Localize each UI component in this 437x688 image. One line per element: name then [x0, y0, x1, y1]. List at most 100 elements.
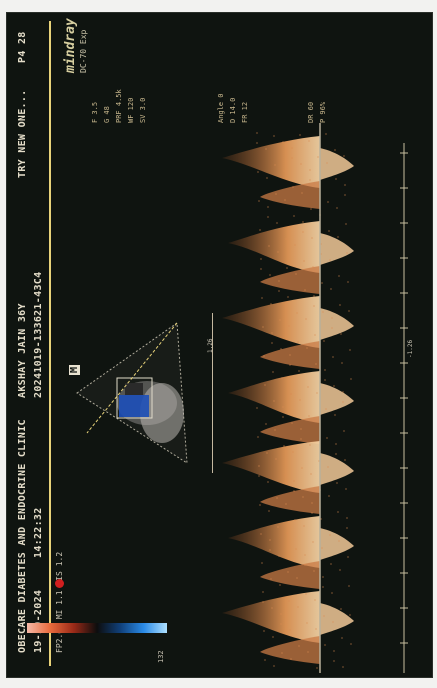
- doppler-secondary-lobe: [260, 266, 320, 294]
- ultrasound-screen: OBECARE DIABETES AND ENDOCRINE CLINIC AK…: [6, 12, 433, 678]
- speckle: [309, 444, 311, 446]
- speckle: [261, 297, 263, 299]
- speckle: [302, 231, 304, 233]
- param-item: FR 12: [241, 101, 249, 123]
- speckle: [324, 644, 326, 646]
- speckle: [322, 586, 324, 588]
- speckle: [333, 385, 335, 387]
- speckle: [342, 391, 344, 393]
- speckle: [341, 362, 343, 364]
- speckle: [330, 563, 332, 565]
- speckle: [279, 319, 281, 321]
- speckle: [339, 304, 341, 306]
- speckle: [347, 556, 349, 558]
- speckle: [291, 147, 293, 149]
- speckle: [335, 178, 337, 180]
- speckle: [314, 334, 316, 336]
- doppler-secondary-lobe: [260, 181, 320, 209]
- doppler-peak: [222, 441, 320, 493]
- speckle: [328, 230, 330, 232]
- speckle: [341, 637, 343, 639]
- speckle: [293, 490, 295, 492]
- speckle: [312, 541, 314, 543]
- speckle: [285, 503, 287, 505]
- speckle: [296, 577, 298, 579]
- speckle: [277, 251, 279, 253]
- speckle: [329, 534, 331, 536]
- scale-line: [212, 313, 213, 473]
- page-number: P4 28: [17, 31, 28, 63]
- speckle: [271, 332, 273, 334]
- speckle: [323, 615, 325, 617]
- speckle: [304, 289, 306, 291]
- speckle: [328, 495, 330, 497]
- speckle: [272, 636, 274, 638]
- speckle: [323, 340, 325, 342]
- speckle: [268, 510, 270, 512]
- speckle: [292, 186, 294, 188]
- speckle: [345, 488, 347, 490]
- speckle: [287, 296, 289, 298]
- speckle: [263, 355, 265, 357]
- speckle: [260, 268, 262, 270]
- speckle: [269, 539, 271, 541]
- speckle: [322, 576, 324, 578]
- speckle: [262, 326, 264, 328]
- speckle: [290, 393, 292, 395]
- param-item: F 3.5: [91, 101, 99, 123]
- probe-badge: M: [69, 364, 80, 375]
- speckle: [314, 599, 316, 601]
- speckle: [280, 623, 282, 625]
- brand-logo: mindray: [63, 18, 78, 73]
- doppler-reverse-flow: [320, 148, 354, 180]
- speckle: [267, 481, 269, 483]
- speckle: [276, 497, 278, 499]
- speckle: [273, 135, 275, 137]
- speckle: [266, 452, 268, 454]
- speckle: [303, 525, 305, 527]
- speckle: [262, 601, 264, 603]
- speckle: [303, 260, 305, 262]
- speckle: [299, 399, 301, 401]
- speckle: [297, 341, 299, 343]
- speckle: [337, 511, 339, 513]
- speckle: [283, 170, 285, 172]
- speckle: [298, 370, 300, 372]
- speckle: [332, 356, 334, 358]
- speckle: [313, 295, 315, 297]
- speckle: [286, 267, 288, 269]
- doppler-peak: [228, 371, 320, 423]
- speckle: [321, 282, 323, 284]
- param-item: G 48: [103, 106, 111, 123]
- speckle: [294, 244, 296, 246]
- speckle: [265, 148, 267, 150]
- exam-time: 14:22:32: [33, 507, 44, 558]
- speckle: [313, 570, 315, 572]
- speckle: [332, 621, 334, 623]
- speckle: [308, 415, 310, 417]
- speckle: [325, 133, 327, 135]
- speckle: [331, 317, 333, 319]
- speckle: [261, 562, 263, 564]
- speckle: [282, 416, 284, 418]
- comment-text: TRY NEW ONE...: [17, 89, 28, 179]
- speckle: [291, 157, 293, 159]
- speckle: [268, 245, 270, 247]
- speckle: [350, 643, 352, 645]
- speckle: [312, 266, 314, 268]
- speckle: [257, 171, 259, 173]
- speckle: [336, 207, 338, 209]
- clinic-name: OBECARE DIABETES AND ENDOCRINE CLINIC: [17, 419, 28, 653]
- speckle: [334, 414, 336, 416]
- speckle: [258, 475, 260, 477]
- speckle: [339, 569, 341, 571]
- speckle: [317, 421, 319, 423]
- speckle: [330, 288, 332, 290]
- speckle: [264, 384, 266, 386]
- param-item: PRF 4.5k: [115, 89, 123, 123]
- speckle: [288, 325, 290, 327]
- speckle: [322, 311, 324, 313]
- doppler-peak: [222, 136, 320, 188]
- speckle: [291, 422, 293, 424]
- speckle: [281, 652, 283, 654]
